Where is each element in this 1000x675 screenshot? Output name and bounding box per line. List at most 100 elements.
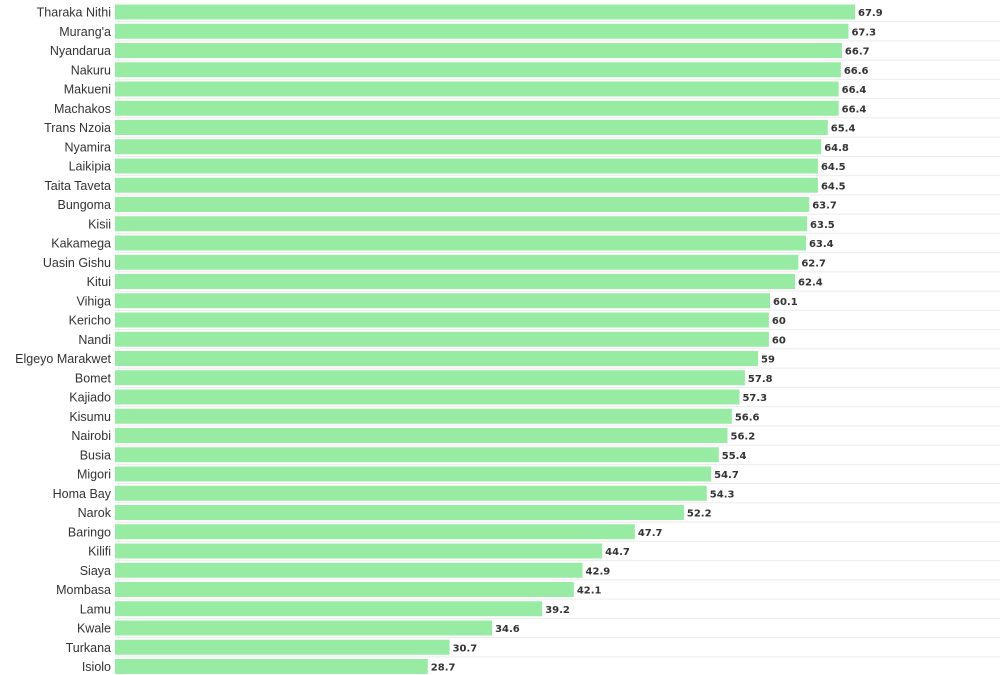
value-label: 56.6 [735,412,760,423]
bar [115,293,770,309]
category-label: Narok [78,506,112,520]
bar [115,601,543,617]
category-label: Tharaka Nithi [37,6,111,20]
value-label: 39.2 [545,605,570,616]
bar [115,620,493,636]
bar [115,370,745,386]
value-label: 63.4 [809,239,834,250]
category-label: Turkana [66,641,111,655]
value-label: 34.6 [495,624,520,635]
bar [115,428,728,443]
bar [115,659,428,674]
value-label: 56.2 [730,432,755,443]
category-label: Uasin Gishu [43,256,111,270]
value-label: 60 [772,335,786,346]
value-label: 54.3 [710,489,735,500]
value-label: 52.2 [687,509,712,520]
category-label: Laikipia [69,160,111,174]
category-label: Kilifi [88,545,111,559]
value-label: 63.7 [812,201,837,212]
category-label: Bungoma [57,198,111,212]
value-label: 55.4 [722,451,747,462]
value-label: 67.3 [851,27,876,38]
bar [115,100,839,116]
category-label: Kericho [69,314,111,328]
value-label: 60 [772,316,786,327]
value-label: 59 [761,355,775,366]
value-label: 54.7 [714,470,739,481]
value-label: 57.3 [742,393,767,404]
category-label: Nyamira [64,140,111,154]
bar [115,235,806,251]
bar [115,62,841,78]
category-label: Nairobi [71,429,111,443]
bar [115,216,808,232]
category-label: Kisii [88,217,111,231]
category-label: Taita Taveta [45,179,112,193]
bar [115,4,855,20]
value-label: 67.9 [858,8,883,19]
bar [115,389,740,405]
value-label: 66.4 [842,85,867,96]
value-label: 42.1 [577,586,602,597]
bar [115,43,842,58]
category-label: Murang'a [59,25,111,39]
category-label: Kwale [77,622,111,636]
category-label: Siaya [80,564,111,578]
bar [115,197,810,212]
value-label: 64.5 [821,162,846,173]
category-label: Machakos [54,102,111,116]
value-label: 66.6 [844,66,869,77]
category-label: Kisumu [69,410,111,424]
category-label: Busia [80,448,111,462]
value-label: 66.7 [845,47,870,58]
bar [115,562,583,578]
bar [115,466,712,482]
bar [115,408,732,424]
category-label: Elgeyo Marakwet [15,352,111,366]
bar [115,639,450,655]
bar [115,582,574,597]
category-label: Kakamega [51,237,111,251]
value-label: 62.7 [801,258,826,269]
bar [115,447,719,463]
bar [115,351,759,366]
value-label: 30.7 [453,643,478,654]
category-label: Kajiado [69,391,111,405]
value-label: 44.7 [605,547,630,558]
category-label: Vihiga [76,294,111,308]
value-label: 64.8 [824,143,849,154]
bar [115,254,799,270]
value-label: 65.4 [831,124,856,135]
category-label: Nakuru [71,63,111,77]
value-label: 57.8 [748,374,773,385]
grid-lines [115,21,1000,658]
value-label: 66.4 [842,104,867,115]
value-labels: 67.9 67.3 66.7 66.6 66.4 66.4 65.4 64.8 64.5 64.5… [431,8,883,674]
bar [115,81,839,97]
value-label: 60.1 [773,297,798,308]
value-label: 63.5 [810,220,835,231]
bar [115,524,635,540]
bar [115,177,818,193]
category-label: Bomet [75,371,112,385]
category-label: Nandi [78,333,111,347]
bars [115,4,855,674]
bar [115,139,822,155]
category-labels: Tharaka Nithi Murang'a Nyandarua Nakuru Maku… [15,6,112,675]
value-label: 28.7 [431,663,456,674]
bar [115,158,818,174]
value-label: 47.7 [638,528,663,539]
bar [115,312,769,328]
category-label: Isiolo [82,660,111,674]
bar [115,485,707,501]
value-label: 62.4 [798,278,823,289]
category-label: Mombasa [56,583,111,597]
category-label: Baringo [68,525,111,539]
value-label: 42.9 [586,566,611,577]
category-label: Lamu [80,602,111,616]
bar [115,120,828,135]
category-label: Homa Bay [53,487,112,501]
bar [115,543,603,559]
